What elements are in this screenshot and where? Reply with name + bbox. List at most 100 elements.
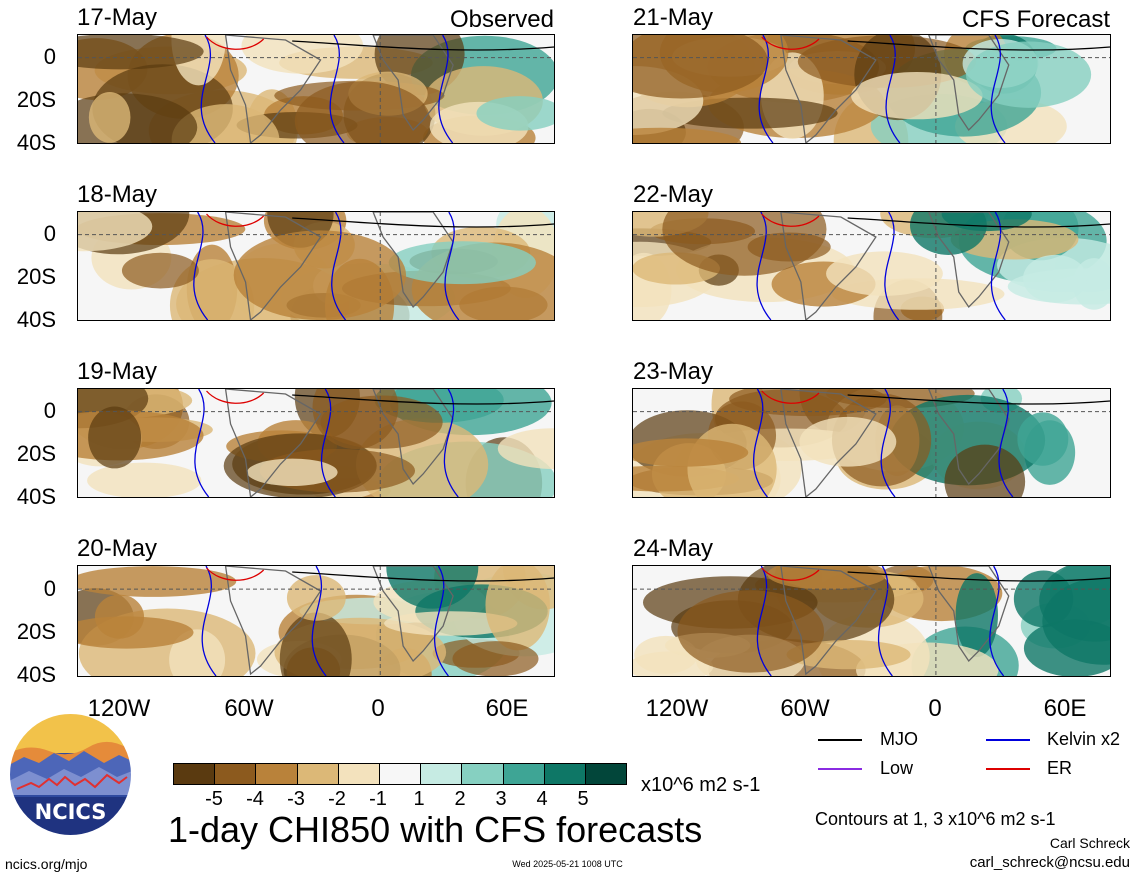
coastline xyxy=(780,566,877,676)
colorbar-segment xyxy=(421,764,463,784)
mjo-contour xyxy=(847,394,1110,405)
anomaly-shading xyxy=(677,590,825,673)
anomaly-shading xyxy=(388,241,536,285)
anomaly-shading xyxy=(767,566,888,590)
colorbar-segment xyxy=(379,764,422,784)
y-label-40s-row4: 40S xyxy=(16,662,56,687)
anomaly-shading xyxy=(799,416,897,467)
legend-low-label: Low xyxy=(880,758,914,778)
er-contour xyxy=(761,567,820,581)
coastline xyxy=(780,212,877,320)
colorbar-segment xyxy=(338,764,380,784)
website-link[interactable]: ncics.org/mjo xyxy=(5,856,88,872)
y-label-0-row4: 0 xyxy=(43,576,56,601)
map-panel-21-may xyxy=(632,34,1111,144)
colorbar-segment xyxy=(585,764,627,784)
er-contour xyxy=(206,213,265,227)
map-panel-20-may xyxy=(77,565,555,677)
y-label-20s-row2: 20S xyxy=(16,264,56,289)
kelvin-contour xyxy=(752,389,768,497)
panel-date-right-4: 24-May xyxy=(633,535,714,562)
author-email[interactable]: carl_schreck@ncsu.edu xyxy=(969,854,1130,871)
kelvin-contour xyxy=(320,389,336,497)
anomaly-shading xyxy=(78,212,153,252)
map-panel-19-may xyxy=(77,388,555,498)
kelvin-contour xyxy=(885,35,901,143)
colorbar-segment xyxy=(297,764,339,784)
kelvin-contour xyxy=(990,35,1006,143)
y-label-0-row2: 0 xyxy=(43,221,56,246)
x-label-60e-right: 60E xyxy=(1043,695,1087,722)
anomaly-shading xyxy=(851,71,983,120)
map-panel-24-may xyxy=(632,565,1111,677)
y-label-0-row3: 0 xyxy=(43,398,56,423)
mjo-contour xyxy=(847,40,1110,51)
colorbar-segment xyxy=(544,764,586,784)
kelvin-contour xyxy=(433,566,449,676)
coastline xyxy=(780,389,877,497)
map-panel-23-may xyxy=(632,388,1111,498)
legend-low-line xyxy=(818,768,862,770)
panel-date-right-1: 21-May xyxy=(633,4,714,31)
anomaly-shading xyxy=(476,96,554,131)
anomaly-shading xyxy=(386,566,479,609)
colorbar-units: x10^6 m2 s-1 xyxy=(641,774,761,796)
anomaly-shading xyxy=(294,81,431,143)
kelvin-contour xyxy=(438,35,454,143)
kelvin-contour xyxy=(193,212,209,320)
coastline xyxy=(224,566,322,676)
anomaly-shading xyxy=(233,230,407,320)
cbar-tick-m2: -2 xyxy=(328,788,346,810)
anomaly-shading xyxy=(965,41,1092,108)
x-label-120w-right: 120W xyxy=(645,695,709,722)
kelvin-contour xyxy=(201,566,217,676)
cbar-tick-1: 1 xyxy=(413,788,425,810)
legend-mjo-line xyxy=(818,739,862,741)
y-label-20s-row1: 20S xyxy=(16,87,56,112)
mjo-contour xyxy=(847,217,1110,228)
panel-date-left-3: 19-May xyxy=(77,358,158,385)
kelvin-contour xyxy=(311,566,327,676)
anomaly-shading xyxy=(78,35,204,70)
kelvin-contour xyxy=(756,566,772,676)
er-contour xyxy=(206,36,265,50)
map-panel-17-may xyxy=(77,34,555,144)
legend-er-label: ER xyxy=(1047,758,1073,778)
colorbar-segment xyxy=(503,764,545,784)
colorbar xyxy=(173,763,627,785)
timestamp: Wed 2025-05-21 1008 UTC xyxy=(512,859,623,869)
panel-date-right-3: 23-May xyxy=(633,358,714,385)
kelvin-contour xyxy=(880,389,896,497)
kelvin-contour xyxy=(877,566,893,676)
kelvin-contour xyxy=(200,35,216,143)
legend-kelvin-line xyxy=(986,739,1030,741)
anomaly-shading xyxy=(633,35,768,99)
panel-date-left-1: 17-May xyxy=(77,4,158,31)
colorbar-segment xyxy=(256,764,298,784)
cbar-tick-3: 3 xyxy=(495,788,507,810)
anomaly-shading xyxy=(452,641,539,676)
mjo-contour xyxy=(847,571,1110,582)
panel-date-left-2: 18-May xyxy=(77,181,158,208)
coastline xyxy=(224,35,322,143)
cbar-tick-m5: -5 xyxy=(205,788,223,810)
x-label-60e-left: 60E xyxy=(485,695,529,722)
y-label-40s-row3: 40S xyxy=(16,484,56,509)
anomaly-shading xyxy=(247,458,338,486)
coastline xyxy=(224,389,322,497)
cbar-tick-m1: -1 xyxy=(369,788,387,810)
colorbar-segment xyxy=(174,764,216,784)
anomaly-shading xyxy=(88,91,131,143)
cbar-tick-5: 5 xyxy=(577,788,589,810)
anomaly-shading xyxy=(485,566,550,651)
ncics-logo: NCICS xyxy=(9,713,132,836)
mjo-contour xyxy=(292,40,554,51)
logo-text: NCICS xyxy=(35,800,107,824)
cbar-tick-m4: -4 xyxy=(246,788,264,810)
anomaly-shading xyxy=(497,428,554,469)
kelvin-contour xyxy=(756,212,772,320)
coastline xyxy=(224,212,322,320)
kelvin-contour xyxy=(329,35,345,143)
anomaly-shading xyxy=(1017,412,1069,466)
panel-date-left-4: 20-May xyxy=(77,535,158,562)
